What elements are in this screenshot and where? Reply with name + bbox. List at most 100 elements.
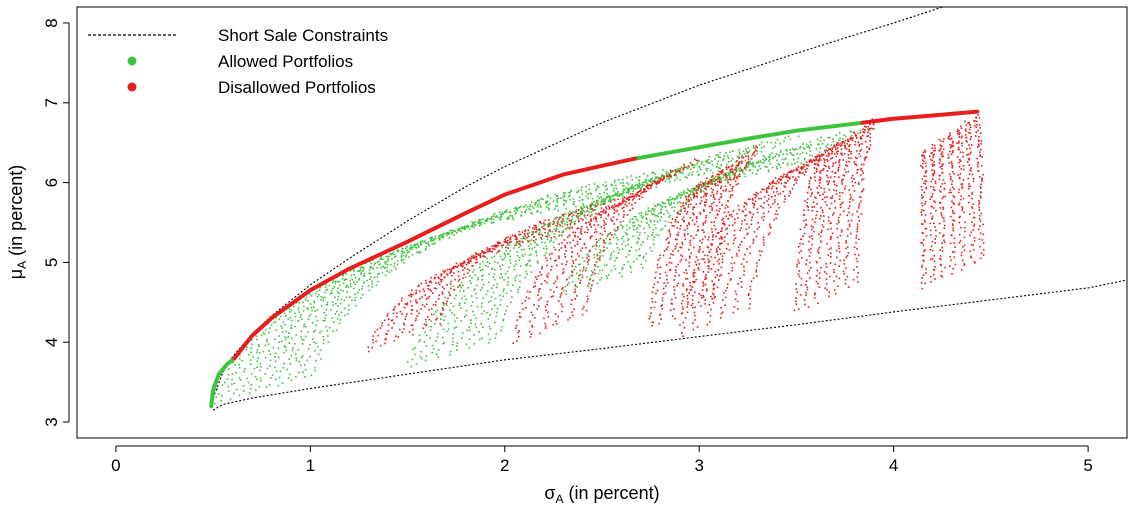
point-4-1-4-16 — [479, 289, 482, 292]
point-4-0-7-67 — [622, 184, 624, 187]
point-5-0-5-20 — [463, 273, 465, 276]
point-5-4-0-27 — [803, 232, 806, 235]
point-4-0-4-39 — [390, 253, 393, 256]
point-4-0-10-33 — [411, 254, 414, 256]
point-5-2-2-60 — [711, 183, 713, 185]
point-5-1-3-44 — [613, 212, 616, 214]
point-4-0-4-10 — [268, 350, 270, 352]
point-4-2-5-38 — [704, 181, 707, 184]
point-5-4-5-40 — [851, 174, 854, 177]
point-4-2-2-57 — [752, 165, 754, 168]
point-5-1-5-45 — [641, 196, 643, 199]
point-5-1-4-6 — [570, 299, 573, 301]
point-4-1-7-9 — [491, 308, 493, 310]
point-5-0-4-40 — [499, 242, 502, 244]
point-4-1-2-13 — [449, 309, 451, 312]
point-5-1-3-60 — [650, 185, 652, 188]
point-5-5-1-52 — [931, 165, 934, 167]
point-4-0-10-36 — [428, 245, 431, 247]
point-4-0-1-28 — [310, 295, 313, 297]
point-4-1-1-64 — [684, 176, 687, 178]
point-4-0-2-21 — [289, 316, 292, 319]
point-5-5-1-16 — [934, 238, 936, 240]
point-4-1-2-18 — [463, 290, 465, 292]
point-4-2-3-32 — [664, 202, 666, 205]
point-4-0-6-28 — [352, 281, 355, 284]
point-4-2-1-32 — [644, 213, 647, 216]
point-5-2-0-7 — [653, 306, 656, 309]
point-4-1-9-1 — [495, 333, 497, 335]
point-5-3-4-24 — [755, 235, 758, 238]
point-4-2-3-17 — [621, 237, 623, 240]
legend-dot-disallowed — [127, 82, 137, 92]
point-4-0-10-34 — [418, 250, 420, 253]
point-5-4-1-39 — [815, 197, 817, 199]
point-4-2-4-11 — [621, 248, 624, 250]
point-5-5-0-57 — [920, 165, 922, 167]
point-4-2-0-27 — [613, 228, 616, 231]
point-5-5-6-25 — [979, 191, 982, 193]
point-5-5-3-26 — [953, 203, 955, 205]
point-4-0-7-9 — [292, 347, 294, 349]
point-4-1-8-68 — [774, 142, 777, 144]
point-4-0-8-17 — [325, 314, 327, 317]
point-5-1-0-3 — [517, 331, 519, 334]
point-4-0-2-14 — [266, 340, 268, 343]
point-4-1-4-69 — [747, 156, 750, 159]
point-5-1-2-30 — [570, 247, 573, 249]
point-5-2-3-67 — [725, 166, 727, 169]
point-4-0-10-4 — [306, 359, 308, 362]
point-5-2-4-66 — [731, 164, 734, 166]
point-5-0-0-63 — [527, 240, 529, 243]
point-4-0-9-13 — [325, 325, 327, 328]
point-5-0-5-30 — [482, 255, 484, 257]
point-5-5-2-63 — [939, 147, 942, 150]
point-5-1-4-22 — [587, 255, 590, 258]
point-4-1-5-7 — [470, 322, 472, 325]
point-5-4-4-3 — [833, 280, 835, 282]
point-5-4-2-30 — [820, 215, 822, 217]
point-5-5-6-36 — [976, 165, 979, 168]
point-5-4-6-63 — [871, 127, 874, 130]
point-5-2-5-19 — [706, 245, 709, 248]
point-4-0-4-68 — [606, 193, 608, 195]
point-4-1-2-9 — [440, 324, 443, 327]
point-5-2-2-21 — [680, 258, 683, 261]
point-5-1-1-8 — [530, 311, 533, 314]
point-4-0-3-26 — [320, 296, 323, 298]
point-5-5-3-18 — [952, 223, 954, 225]
point-4-0-1-20 — [274, 320, 277, 323]
point-5-3-4-0 — [732, 311, 735, 314]
point-4-2-7-22 — [680, 208, 683, 211]
point-5-4-3-56 — [841, 154, 844, 157]
point-4-0-10-35 — [424, 249, 427, 251]
point-4-1-3-61 — [682, 172, 684, 174]
point-5-3-1-52 — [763, 188, 765, 191]
point-4-2-3-1 — [599, 279, 601, 281]
point-5-5-5-12 — [972, 229, 974, 231]
point-5-0-4-24 — [457, 270, 460, 273]
point-5-2-6-31 — [723, 211, 726, 214]
point-5-5-0-20 — [922, 232, 924, 235]
point-5-1-3-40 — [603, 219, 605, 222]
point-4-0-11-63 — [622, 178, 624, 181]
point-4-2-4-23 — [649, 219, 651, 222]
point-5-2-4-16 — [694, 261, 697, 263]
point-4-0-2-17 — [275, 329, 278, 331]
point-4-0-11-29 — [403, 262, 405, 264]
point-5-3-2-62 — [799, 167, 802, 169]
point-4-1-4-54 — [643, 181, 645, 184]
point-5-5-2-2 — [940, 270, 943, 273]
point-4-0-3-63 — [556, 205, 558, 207]
point-5-2-3-38 — [699, 213, 702, 215]
point-4-2-3-26 — [645, 217, 648, 219]
point-5-3-2-17 — [720, 266, 723, 268]
point-4-1-9-51 — [674, 170, 677, 172]
point-5-3-2-33 — [741, 223, 743, 225]
point-5-2-2-6 — [671, 298, 673, 301]
point-5-3-0-59 — [767, 185, 770, 188]
point-5-2-5-57 — [735, 169, 737, 171]
point-5-5-5-17 — [972, 216, 975, 219]
point-5-0-4-11 — [435, 301, 437, 303]
point-5-4-3-16 — [830, 247, 832, 249]
